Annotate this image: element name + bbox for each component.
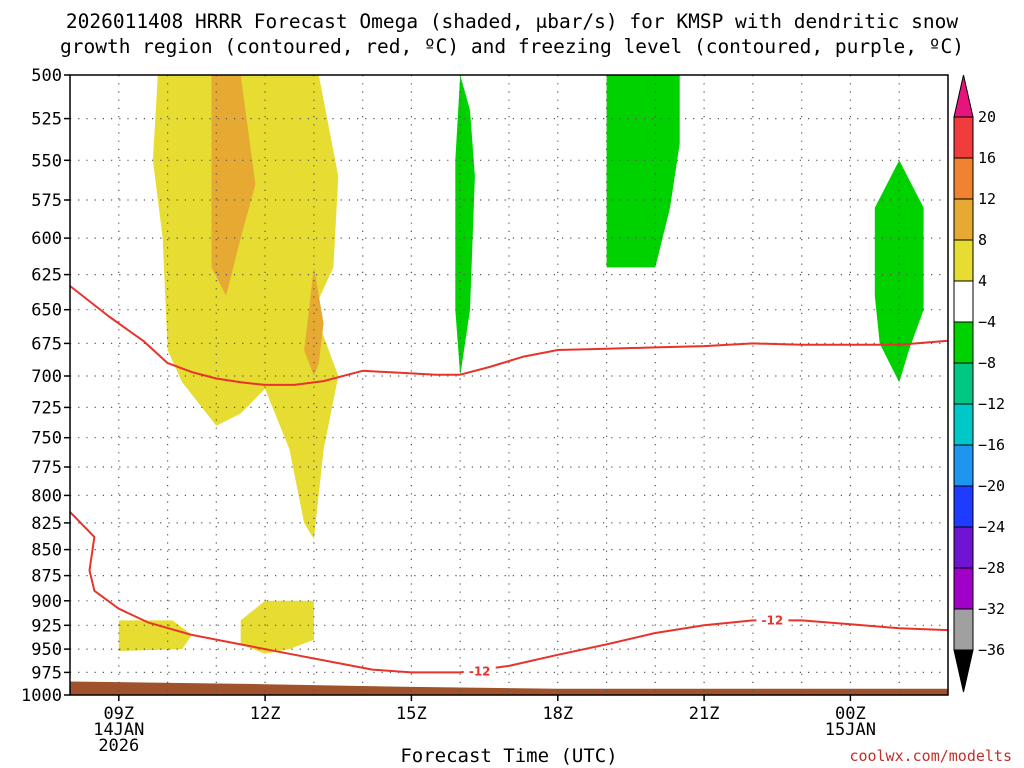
colorbar-box: [953, 485, 974, 528]
grid-lines: [70, 75, 948, 695]
x-tick-label: 15JAN: [825, 720, 876, 740]
colorbar-box: [953, 403, 974, 446]
watermark-text: coolwx.com/modelts: [849, 747, 1012, 765]
colorbar-box: [953, 157, 974, 200]
colorbar-label: −28: [978, 559, 1005, 577]
y-tick-label: 525: [31, 110, 62, 130]
colorbar-label: −32: [978, 600, 1005, 618]
plot-area: -12 -12: [69, 74, 949, 696]
x-tick-label: 2026: [98, 736, 139, 756]
contour-label-bg: [756, 612, 789, 628]
contour-label: -12: [469, 664, 491, 678]
positive-omega-09z-low: [118, 620, 192, 651]
isotherm-contours: -12 -12: [69, 285, 949, 679]
colorbar-box: [953, 526, 974, 569]
positive-omega-12z-low: [240, 600, 314, 654]
contour-label-bg: [463, 663, 496, 679]
negative-omega-16z: [455, 75, 475, 376]
colorbar-top-arrow: [953, 74, 974, 118]
x-tick-label: 12Z: [250, 704, 281, 724]
dgz-upper-isotherm: [69, 285, 949, 386]
x-tick-label: 15Z: [396, 704, 427, 724]
colorbar-box: [953, 280, 974, 323]
y-tick-label: 775: [31, 458, 62, 478]
y-tick-label: 675: [31, 334, 62, 354]
y-axis: 500 525 550 575 600 625 650 675 700 725 750 775 800 8…: [21, 66, 70, 706]
omega-colorbar: 20 16 12 8 4 −4 −8 −12 −16 −20 −24 −28 −32 −36: [953, 74, 1005, 693]
y-tick-label: 825: [31, 514, 62, 534]
x-tick-label: 14JAN: [93, 720, 144, 740]
colorbar-box: [953, 608, 974, 651]
colorbar-label: −24: [978, 518, 1005, 536]
y-tick-label: 1000: [21, 686, 62, 706]
colorbar-label: −16: [978, 436, 1005, 454]
x-tick-label: 09Z: [103, 704, 134, 724]
colorbar-label: −8: [978, 354, 996, 372]
omega-shaded-regions: [118, 75, 924, 654]
y-tick-label: 550: [31, 151, 62, 171]
chart-title-line-2: growth region (contoured, red, ºC) and f…: [60, 35, 964, 58]
y-tick-label: 800: [31, 486, 62, 506]
colorbar-box: [953, 362, 974, 405]
y-tick-label: 500: [31, 66, 62, 86]
positive-omega-core-1: [211, 75, 256, 296]
colorbar-label: 8: [978, 231, 987, 249]
contour-label: -12: [762, 613, 784, 627]
y-tick-label: 750: [31, 429, 62, 449]
x-tick-label: 18Z: [542, 704, 573, 724]
colorbar-label: 4: [978, 272, 987, 290]
colorbar-label: −20: [978, 477, 1005, 495]
terrain-layer: [70, 681, 948, 695]
terrain-fill: [70, 681, 948, 695]
negative-omega-01z: [874, 160, 924, 383]
colorbar-bottom-arrow: [953, 649, 974, 693]
x-axis-label: Forecast Time (UTC): [400, 745, 617, 767]
colorbar-box: [953, 444, 974, 487]
y-tick-label: 650: [31, 301, 62, 321]
y-tick-label: 850: [31, 541, 62, 561]
colorbar-box: [953, 321, 974, 364]
x-tick-label: 00Z: [835, 704, 866, 724]
y-tick-label: 925: [31, 616, 62, 636]
plot-frame: [69, 74, 949, 696]
chart-title-line-1: 2026011408 HRRR Forecast Omega (shaded, …: [66, 10, 958, 33]
positive-omega-main: [152, 75, 339, 539]
y-tick-label: 625: [31, 266, 62, 286]
colorbar-label: −12: [978, 395, 1005, 413]
y-tick-label: 900: [31, 592, 62, 612]
colorbar-box: [953, 239, 974, 282]
negative-omega-20z: [606, 75, 680, 268]
colorbar-box: [953, 116, 974, 159]
x-tick-label: 21Z: [689, 704, 720, 724]
colorbar-box: [953, 567, 974, 610]
colorbar-label: 20: [978, 108, 996, 126]
colorbar-box: [953, 198, 974, 241]
colorbar-label: −36: [978, 641, 1005, 659]
colorbar-label: 16: [978, 149, 996, 167]
y-tick-label: 975: [31, 663, 62, 683]
y-tick-label: 575: [31, 191, 62, 211]
y-tick-label: 725: [31, 398, 62, 418]
y-tick-label: 950: [31, 640, 62, 660]
colorbar-label: 12: [978, 190, 996, 208]
y-tick-label: 875: [31, 567, 62, 587]
y-tick-label: 600: [31, 229, 62, 249]
y-tick-label: 700: [31, 367, 62, 387]
colorbar-label: −4: [978, 313, 996, 331]
